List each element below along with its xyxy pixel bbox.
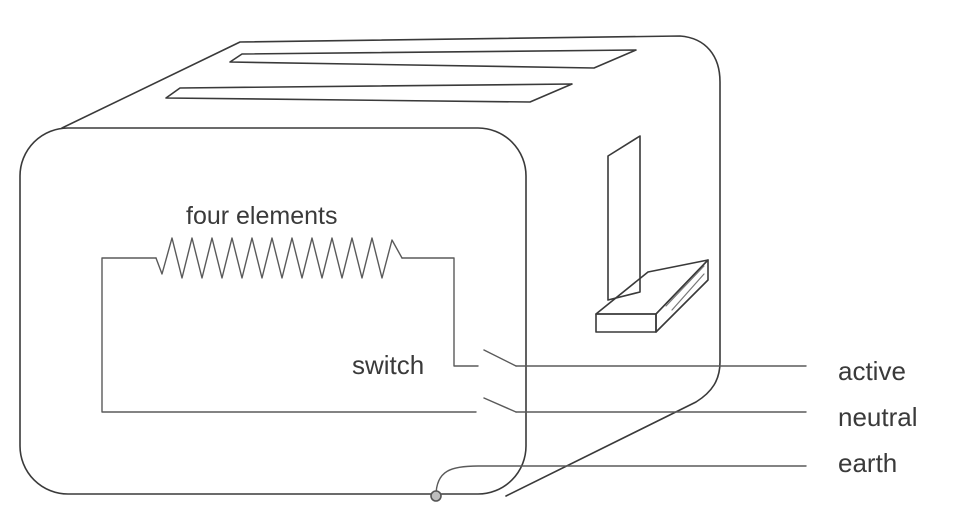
toaster-top-back-outline — [61, 35, 721, 497]
switch-contact-active — [483, 349, 517, 367]
lever-track — [607, 135, 641, 301]
earth-terminal — [430, 490, 442, 502]
heating-elements-zigzag — [155, 237, 403, 279]
bread-slot-front — [165, 83, 573, 103]
lever-handle — [595, 259, 709, 333]
toaster-front-face — [19, 127, 527, 495]
switch-label: switch — [352, 350, 424, 380]
element-circuit-right-wire — [401, 257, 479, 367]
bread-slot-back — [229, 49, 637, 69]
earth-lead — [435, 465, 807, 497]
elements-label: four elements — [186, 202, 337, 230]
element-circuit-left-wire — [101, 257, 477, 413]
neutral-label: neutral — [838, 402, 918, 432]
earth-label: earth — [838, 448, 897, 478]
active-label: active — [838, 356, 906, 386]
switch-contact-neutral — [483, 397, 517, 413]
